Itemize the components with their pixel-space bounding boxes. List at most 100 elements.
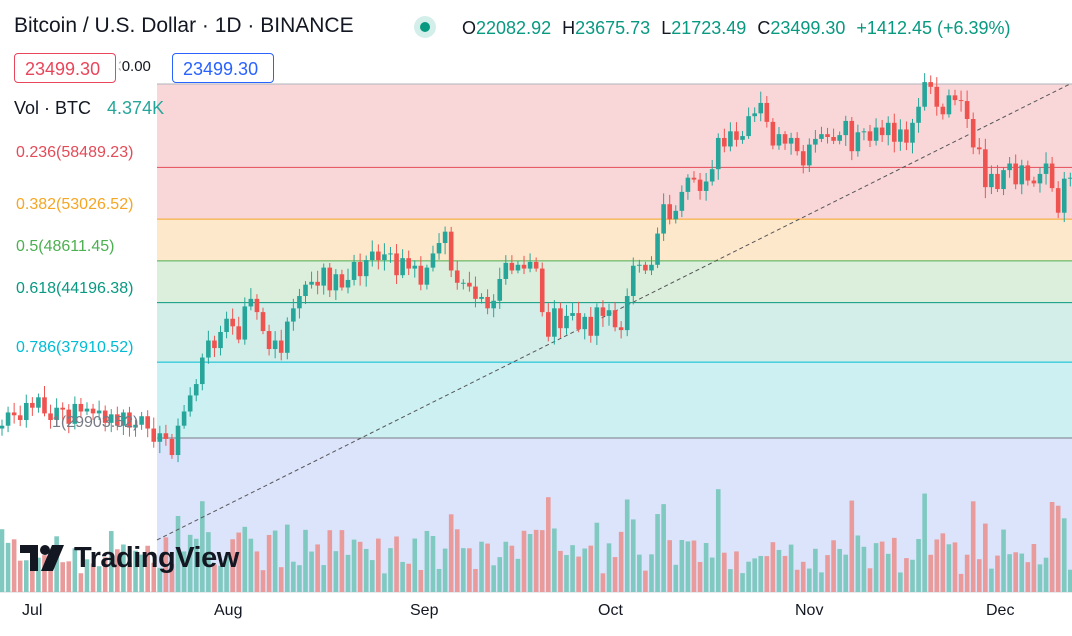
volume-bar: [127, 562, 132, 592]
candle: [321, 267, 327, 286]
volume-bar: [36, 557, 41, 592]
volume-bar: [922, 493, 927, 592]
candle: [30, 402, 35, 408]
volume-bar: [697, 561, 703, 592]
candle: [175, 425, 181, 456]
volume-bar: [855, 535, 861, 592]
candle: [570, 313, 575, 316]
candle: [42, 397, 47, 414]
volume-bar: [746, 561, 751, 592]
volume-bar: [685, 541, 691, 592]
candle: [697, 179, 703, 191]
volume-legend[interactable]: Vol · BTC 4.374K: [14, 98, 164, 119]
candle: [594, 307, 600, 336]
sell-button[interactable]: 23499.30: [14, 53, 116, 83]
candle: [309, 281, 314, 285]
candle: [388, 253, 393, 255]
volume-bar: [175, 515, 181, 592]
volume-bar: [479, 541, 484, 592]
volume-bar: [96, 566, 102, 592]
volume-bar: [48, 563, 53, 592]
volume-bar: [740, 573, 745, 592]
volume-bar: [1055, 505, 1061, 592]
volume-bar: [497, 557, 503, 592]
candle: [291, 308, 296, 322]
volume-bar: [570, 545, 575, 592]
volume-bar: [345, 554, 351, 592]
candle: [539, 268, 545, 313]
candle: [618, 327, 624, 331]
volume-bar: [995, 555, 1000, 592]
candle: [940, 106, 946, 115]
candle: [764, 102, 770, 122]
candle: [564, 315, 569, 329]
volume-bar: [649, 554, 654, 592]
volume-bar: [928, 554, 934, 592]
volume-bar: [910, 559, 915, 592]
volume-bar: [521, 530, 527, 592]
volume-bar: [643, 570, 648, 592]
volume-bar: [291, 561, 296, 592]
volume-bar: [734, 551, 739, 592]
volume-bar: [418, 570, 424, 592]
candle: [691, 177, 697, 180]
fib-trend-line: [156, 83, 1071, 541]
volume-bar: [515, 558, 521, 592]
high-value: 23675.73: [575, 18, 651, 38]
candle: [491, 300, 496, 309]
volume-bar: [193, 538, 199, 592]
spread-text: 0.00: [120, 58, 152, 75]
volume-bar: [206, 532, 211, 592]
volume-bar: [618, 531, 624, 592]
tradingview-logo[interactable]: TradingView: [18, 541, 239, 575]
volume-bar: [1025, 562, 1031, 592]
volume-bar: [382, 573, 387, 592]
volume-bar: [539, 530, 545, 592]
symbol-title[interactable]: Bitcoin / U.S. Dollar · 1D · BINANCE: [14, 14, 354, 37]
volume-bar: [66, 561, 72, 592]
ohlc-values: O22082.92 H23675.73 L21723.49 C23499.30 …: [462, 18, 1011, 39]
candle: [0, 425, 5, 429]
volume-bar: [108, 531, 114, 592]
candle: [922, 82, 927, 107]
volume-bar: [333, 551, 339, 592]
fib-label-0.382: 0.382(53026.52): [16, 196, 134, 214]
candle: [72, 403, 78, 424]
candle: [84, 408, 90, 412]
candle: [1013, 163, 1018, 185]
volume-bar: [825, 555, 830, 592]
candle: [910, 122, 915, 143]
volume-bar: [266, 534, 272, 592]
candle: [794, 137, 800, 152]
candle: [485, 296, 490, 309]
volume-bar: [157, 567, 163, 592]
volume-bar: [309, 551, 314, 592]
candle: [1061, 178, 1067, 213]
volume-bar: [934, 539, 940, 592]
candle: [843, 120, 849, 136]
candle: [521, 264, 527, 269]
candle: [849, 120, 855, 152]
volume-bar: [60, 562, 65, 592]
volume-bar: [691, 540, 697, 592]
candle: [48, 413, 53, 421]
candle: [552, 308, 557, 337]
volume-bar: [673, 564, 679, 592]
volume-bar: [17, 560, 23, 592]
volume-bar: [388, 548, 393, 592]
candle: [970, 119, 976, 148]
volume-bar: [661, 504, 666, 592]
x-tick-label: Nov: [795, 602, 824, 619]
volume-bar: [630, 519, 636, 592]
volume-bar: [655, 514, 660, 592]
candle: [546, 312, 551, 337]
spread-value: 300.00: [118, 58, 152, 75]
volume-bar: [800, 561, 806, 592]
volume-bar: [485, 543, 490, 592]
volume-bar: [254, 551, 260, 592]
volume-bar: [242, 526, 248, 592]
candle: [127, 412, 132, 428]
fib-label-0.5: 0.5(48611.45): [16, 237, 115, 255]
buy-button[interactable]: 23499.30: [172, 53, 274, 83]
